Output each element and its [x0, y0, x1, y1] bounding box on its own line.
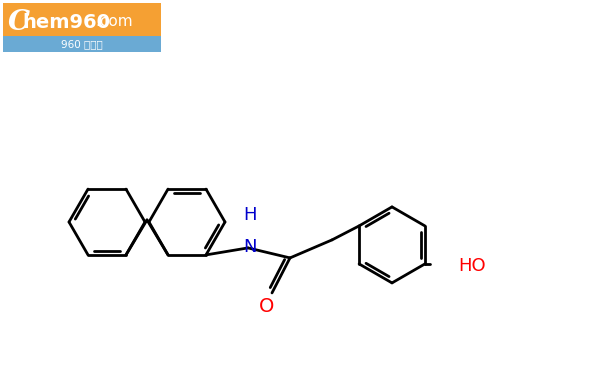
Text: N: N [243, 238, 257, 256]
Text: C: C [8, 9, 30, 36]
Text: O: O [260, 297, 275, 316]
Text: .com: .com [95, 15, 132, 30]
Text: hem960: hem960 [22, 12, 110, 32]
Text: HO: HO [458, 257, 486, 275]
FancyBboxPatch shape [3, 36, 161, 52]
Text: H: H [243, 206, 257, 224]
FancyBboxPatch shape [3, 3, 161, 36]
Text: 960 化工网: 960 化工网 [61, 39, 103, 49]
